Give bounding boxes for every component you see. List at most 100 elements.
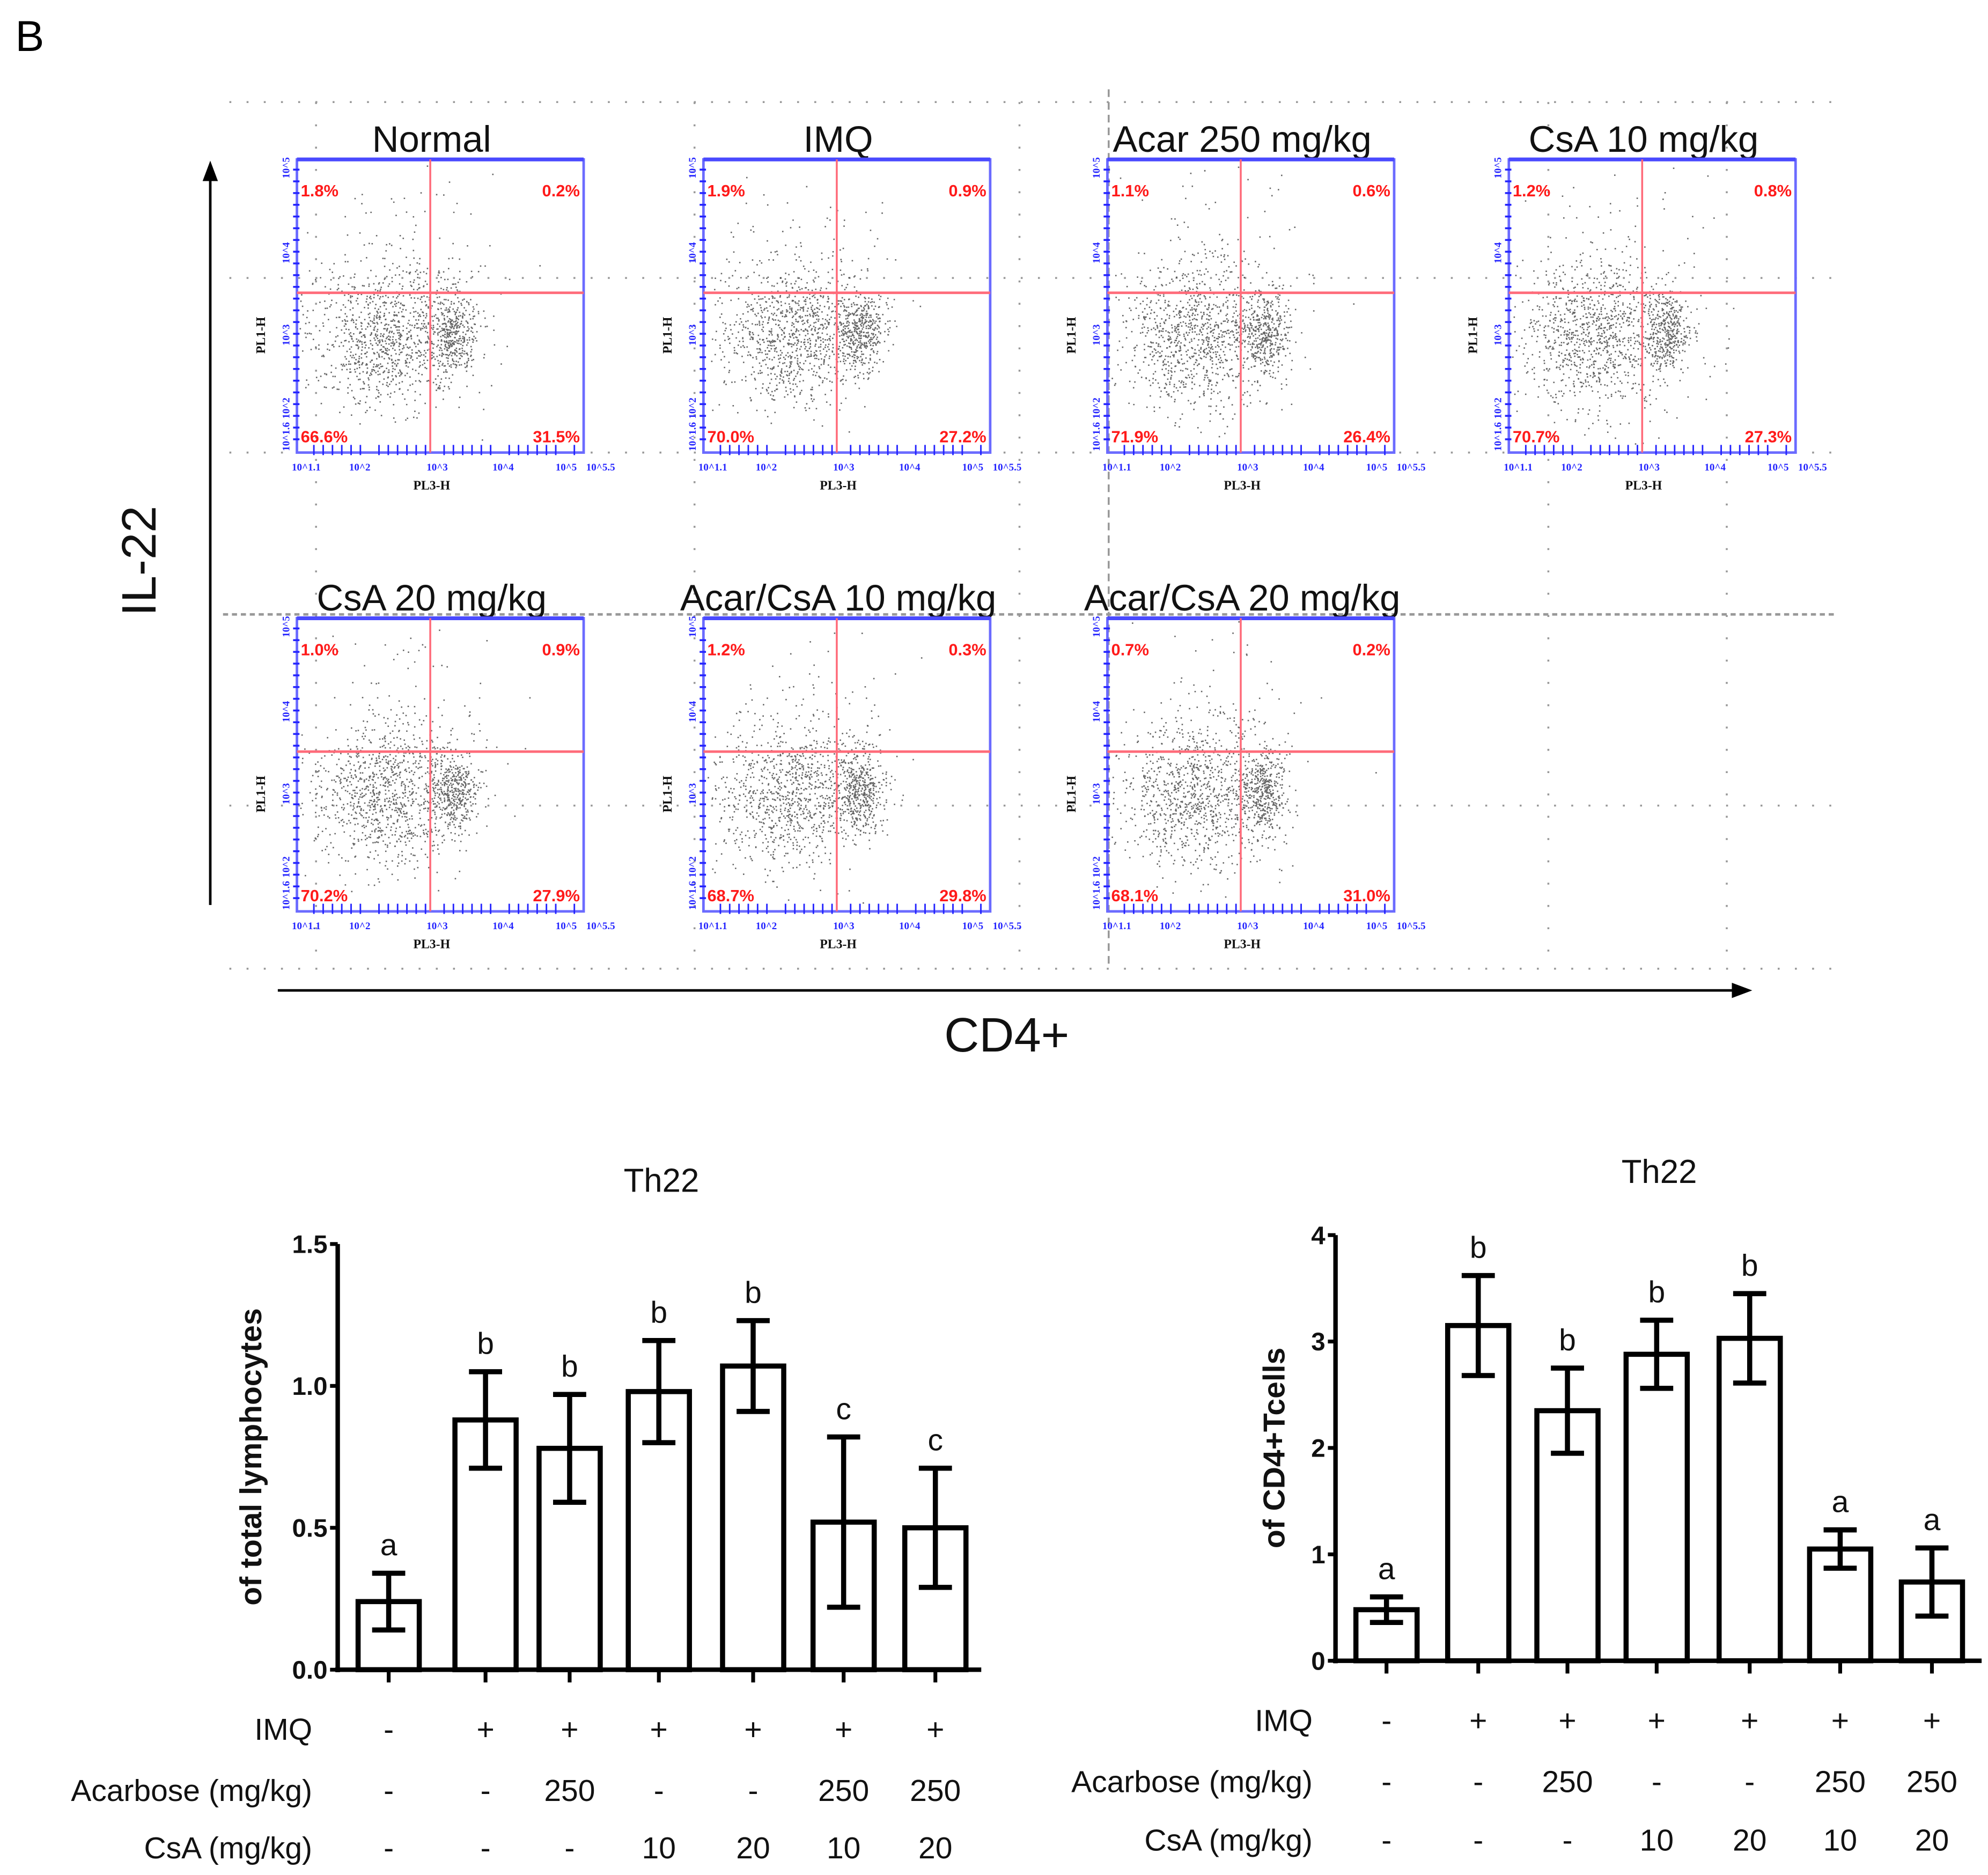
- y-tick-label: 0.5: [292, 1514, 327, 1542]
- scatter-dots: [299, 165, 541, 441]
- treatment-row-label: IMQ: [1255, 1703, 1313, 1738]
- plot-y-label: PL1-H: [254, 775, 268, 812]
- treatment-cell: -: [1652, 1764, 1662, 1799]
- flow-plot: CsA 10 mg/kg 1.2% 0.8% 70.7% 27.3% 10^1.1 10^2…: [1466, 119, 1827, 493]
- scatter-dots: [708, 633, 923, 904]
- x-tick-label: 10^5.5: [993, 462, 1022, 473]
- y-tick-label: 1.5: [292, 1230, 327, 1259]
- treatment-cell: -: [384, 1712, 394, 1747]
- significance-letter: b: [745, 1275, 762, 1310]
- y-tick-label: 10^1.6: [281, 881, 292, 910]
- y-tick-label: 10^5: [1091, 157, 1102, 179]
- x-tick-label: 10^2: [349, 921, 371, 932]
- x-tick-label: 10^5.5: [993, 921, 1022, 932]
- treatment-row-label: CsA (mg/kg): [144, 1831, 312, 1865]
- treatment-row-label: Acarbose (mg/kg): [1071, 1764, 1313, 1799]
- treatment-cell: +: [1831, 1703, 1849, 1738]
- y-tick-label: 10^2: [1493, 398, 1504, 419]
- treatment-cell: -: [1563, 1823, 1573, 1858]
- x-tick-label: 10^4: [492, 462, 514, 473]
- scatter-dots: [1512, 167, 1735, 445]
- lower-left-percent: 68.7%: [707, 886, 754, 905]
- y-tick-label: 10^3: [687, 324, 698, 345]
- treatment-cell: 10: [1823, 1823, 1857, 1858]
- y-tick-label: 10^2: [687, 398, 698, 419]
- plot-y-label: PL1-H: [1065, 317, 1079, 354]
- significance-letter: b: [1559, 1323, 1576, 1357]
- flow-plot: Acar/CsA 10 mg/kg 1.2% 0.3% 68.7% 29.8% 10^1.…: [661, 577, 1021, 952]
- y-tick-label: 10^4: [281, 242, 292, 263]
- significance-letter: b: [1470, 1230, 1487, 1264]
- upper-left-percent: 1.9%: [707, 181, 745, 200]
- x-tick-label: 10^2: [349, 462, 371, 473]
- y-tick-label: 10^2: [687, 856, 698, 878]
- x-tick-label: 10^3: [833, 462, 855, 473]
- upper-left-percent: 1.2%: [1513, 181, 1550, 200]
- treatment-cell: -: [384, 1774, 394, 1808]
- y-tick-label: 10^1.6: [687, 881, 698, 910]
- y-axis-label: of total lymphocytes: [234, 1308, 268, 1605]
- treatment-cell: 250: [544, 1774, 595, 1808]
- x-tick-label: 10^5.5: [1397, 921, 1426, 932]
- plot-title: IMQ: [804, 119, 873, 160]
- significance-letter: a: [1832, 1484, 1849, 1519]
- significance-letter: a: [1378, 1552, 1395, 1586]
- plot-x-label: PL3-H: [820, 479, 857, 492]
- y-tick-label: 10^4: [1493, 242, 1504, 263]
- x-tick-label: 10^5: [1768, 462, 1789, 473]
- treatment-row-label: Acarbose (mg/kg): [71, 1774, 312, 1808]
- flow-plot: CsA 20 mg/kg 1.0% 0.9% 70.2% 27.9% 10^1.1 10^2…: [254, 577, 615, 952]
- treatment-cell: 250: [910, 1774, 961, 1808]
- treatment-cell: 20: [1915, 1823, 1949, 1858]
- y-tick-label: 10^1.6: [1091, 422, 1102, 451]
- scatter-dots: [1111, 166, 1355, 438]
- plot-y-label: PL1-H: [1065, 775, 1079, 812]
- treatment-cell: -: [1381, 1823, 1391, 1858]
- panel-label: B: [16, 12, 45, 61]
- significance-letter: b: [561, 1349, 578, 1384]
- plot-x-label: PL3-H: [820, 938, 857, 952]
- x-tick-label: 10^3: [426, 921, 448, 932]
- x-tick-label: 10^3: [1638, 462, 1660, 473]
- significance-letter: c: [927, 1423, 943, 1457]
- x-tick-label: 10^4: [899, 921, 921, 932]
- treatment-cell: 250: [1906, 1764, 1957, 1799]
- y-tick-label: 10^2: [1091, 398, 1102, 419]
- plot-title: Acar 250 mg/kg: [1113, 119, 1371, 160]
- plot-x-label: PL3-H: [413, 938, 450, 952]
- treatment-cell: +: [1741, 1703, 1758, 1738]
- x-tick-label: 10^1.1: [698, 921, 727, 932]
- x-tick-label: 10^5.5: [586, 462, 615, 473]
- flow-plot: IMQ 1.9% 0.9% 70.0% 27.2% 10^1.1 10^2 10^3 10^4 1…: [661, 119, 1021, 493]
- y-tick-label: 0: [1311, 1647, 1325, 1675]
- lower-left-percent: 70.2%: [301, 886, 348, 905]
- upper-right-percent: 0.9%: [542, 640, 580, 659]
- y-tick-label: 10^2: [1091, 856, 1102, 878]
- plot-frame: [296, 617, 585, 913]
- y-tick-label: 10^1.6: [687, 422, 698, 451]
- y-tick-label: 10^2: [281, 856, 292, 878]
- upper-right-percent: 0.3%: [948, 640, 986, 659]
- x-tick-label: 10^1.1: [1504, 462, 1533, 473]
- x-tick-label: 10^5: [962, 921, 984, 932]
- plot-x-label: PL3-H: [1224, 479, 1261, 492]
- y-tick-label: 10^4: [281, 701, 292, 722]
- treatment-cell: +: [1648, 1703, 1666, 1738]
- y-tick-label: 10^2: [281, 398, 292, 419]
- flow-plot: Normal 1.8% 0.2% 66.6% 31.5% 10^1.1 10^2 10^3 10…: [254, 119, 615, 493]
- plot-x-label: PL3-H: [1625, 479, 1662, 492]
- flow-plot: Acar/CsA 20 mg/kg 0.7% 0.2% 68.1% 31.0% 10^1.…: [1065, 577, 1425, 952]
- plot-frame: [702, 617, 992, 913]
- x-tick-label: 10^3: [1237, 462, 1258, 473]
- plot-title: Acar/CsA 20 mg/kg: [1084, 577, 1401, 619]
- treatment-cell: -: [1473, 1764, 1483, 1799]
- y-tick-label: 1.0: [292, 1372, 327, 1401]
- treatment-cell: -: [481, 1831, 491, 1865]
- lower-left-percent: 68.1%: [1111, 886, 1159, 905]
- y-tick-label: 2: [1311, 1435, 1325, 1463]
- treatment-cell: +: [835, 1712, 852, 1747]
- treatment-cell: +: [744, 1712, 762, 1747]
- y-tick-label: 10^1.6: [1091, 881, 1102, 910]
- y-tick-label: 1: [1311, 1541, 1325, 1569]
